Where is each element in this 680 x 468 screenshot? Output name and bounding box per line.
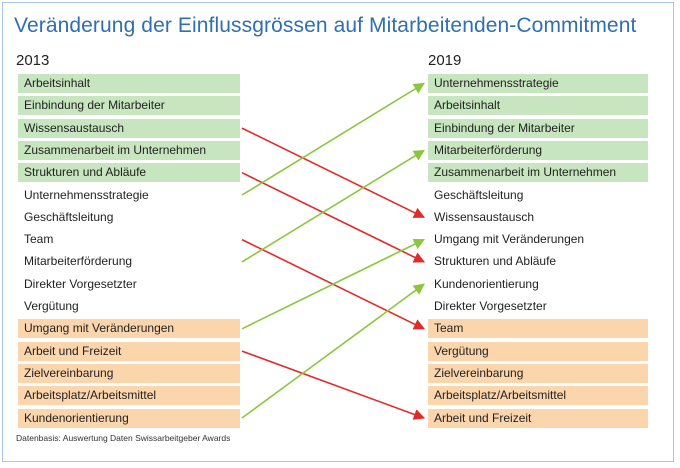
source-note: Datenbasis: Auswertung Daten Swissarbeit…	[16, 433, 231, 443]
rank-2019-item: Unternehmensstrategie	[428, 74, 648, 93]
rank-2013-item: Kundenorientierung	[18, 408, 240, 428]
rank-2019-item: Arbeit und Freizeit	[428, 408, 648, 428]
rank-2013-item: Arbeitsinhalt	[18, 74, 240, 93]
rank-2019-item: Wissensaustausch	[434, 209, 535, 224]
rank-2019-item: Umgang mit Veränderungen	[434, 232, 585, 247]
rank-2019-item: Team	[428, 319, 648, 339]
rank-2013-item: Geschäftsleitung	[24, 209, 114, 224]
rank-2013-item: Unternehmensstrategie	[24, 187, 149, 202]
chart-title: Veränderung der Einflussgrössen auf Mita…	[14, 14, 637, 37]
rank-rise-arrow	[241, 238, 426, 330]
rank-rise-arrow	[241, 283, 425, 419]
rank-2013-item: Umgang mit Veränderungen	[18, 319, 240, 339]
rank-drop-arrow	[241, 171, 426, 263]
rank-2013-item: Team	[24, 232, 54, 247]
rank-2019-item: Zielvereinbarung	[428, 363, 648, 383]
rank-2013-item: Arbeit und Freizeit	[18, 341, 240, 361]
rank-2019-item: Vergütung	[428, 341, 648, 361]
rank-2013-item: Strukturen und Abläufe	[18, 163, 240, 183]
rank-2013-item: Direkter Vorgesetzter	[24, 276, 137, 291]
rank-2013-item: Wissensaustausch	[18, 118, 240, 138]
rank-2013-item: Zusammenarbeit im Unternehmen	[18, 140, 240, 160]
rank-2019-item: Einbindung der Mitarbeiter	[428, 118, 648, 138]
rank-2013-item: Zielvereinbarung	[18, 363, 240, 383]
year-2019-label: 2019	[428, 52, 462, 69]
rank-2013-item: Vergütung	[24, 299, 79, 313]
rank-drop-arrow	[241, 127, 426, 219]
rank-2019-item: Zusammenarbeit im Unternehmen	[428, 163, 648, 183]
rank-drop-arrow	[241, 350, 426, 420]
rank-2019-item: Strukturen und Abläufe	[434, 254, 557, 269]
rank-2019-item: Arbeitsinhalt	[428, 96, 648, 116]
rank-rise-arrow	[241, 149, 425, 263]
rank-2013-item: Mitarbeiterförderung	[24, 254, 133, 269]
rank-2013-item: Arbeitsplatz/Arbeitsmittel	[18, 386, 240, 406]
rank-rise-arrow	[241, 82, 425, 196]
rank-2019-item: Kundenorientierung	[434, 276, 539, 291]
rank-2019-item: Geschäftsleitung	[434, 187, 524, 202]
rank-2013-item: Einbindung der Mitarbeiter	[18, 96, 240, 116]
rank-2019-item: Direkter Vorgesetzter	[434, 299, 547, 313]
rank-2019-item: Arbeitsplatz/Arbeitsmittel	[428, 386, 648, 406]
rank-2019-item: Mitarbeiterförderung	[428, 140, 648, 160]
year-2013-label: 2013	[16, 52, 50, 69]
